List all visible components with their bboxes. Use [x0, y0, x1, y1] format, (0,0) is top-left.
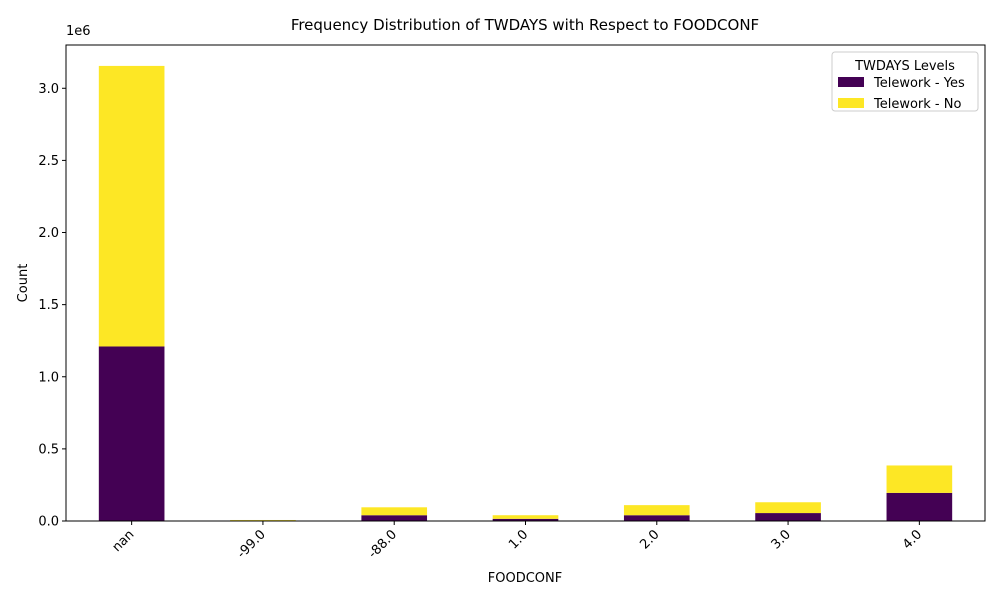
y-tick-label: 0.0	[38, 515, 59, 530]
bar-yes-2	[361, 515, 428, 521]
bar-no-3	[492, 515, 559, 519]
plot-frame	[65, 44, 986, 522]
legend: TWDAYS Levels Telework - Yes Telework - N…	[831, 51, 979, 112]
legend-swatch	[838, 77, 864, 87]
bar-no-4	[623, 505, 690, 516]
y-tick-label: 1.5	[38, 298, 59, 313]
legend-label: Telework - No	[873, 97, 961, 112]
y-tick-label: 2.0	[38, 226, 59, 241]
bar-no-5	[755, 502, 821, 514]
y-tick-label: 0.5	[38, 442, 59, 457]
x-tick-label: -99.0	[234, 527, 268, 561]
legend-box	[831, 51, 979, 112]
y-tick-label: 3.0	[38, 82, 59, 97]
bar-yes-6	[886, 492, 953, 521]
bar-yes-5	[755, 513, 821, 521]
legend-swatch	[838, 98, 864, 108]
y-offset-label: 1e6	[66, 24, 91, 39]
bar-yes-0	[98, 346, 165, 521]
bar-no-2	[361, 507, 428, 516]
y-tick-label: 2.5	[38, 154, 59, 169]
y-axis-ticks: 0.0 0.5 1.0 1.5 2.0 2.5 3.0	[38, 82, 66, 530]
x-tick-label: 2.0	[637, 527, 662, 552]
x-axis-title: FOODCONF	[488, 571, 562, 586]
x-tick-label: -88.0	[366, 527, 400, 561]
legend-items: Telework - Yes Telework - No	[838, 76, 965, 112]
legend-label: Telework - Yes	[873, 76, 965, 91]
x-tick-label: nan	[110, 527, 138, 555]
chart-title: Frequency Distribution of TWDAYS with Re…	[291, 16, 759, 34]
bar-yes-4	[623, 515, 690, 521]
y-tick-label: 1.0	[38, 370, 59, 385]
x-axis-ticks: nan -99.0 -88.0 1.0 2.0 3.0 4.0	[110, 521, 925, 562]
bar-yes-3	[492, 518, 559, 521]
bar-no-0	[98, 65, 165, 347]
x-tick-label: 3.0	[769, 527, 794, 552]
bars-group	[98, 65, 953, 521]
x-tick-label: 4.0	[900, 527, 925, 552]
legend-title: TWDAYS Levels	[854, 59, 955, 74]
x-tick-label: 1.0	[506, 527, 531, 552]
y-axis-title: Count	[16, 264, 31, 303]
bar-no-6	[886, 465, 953, 493]
